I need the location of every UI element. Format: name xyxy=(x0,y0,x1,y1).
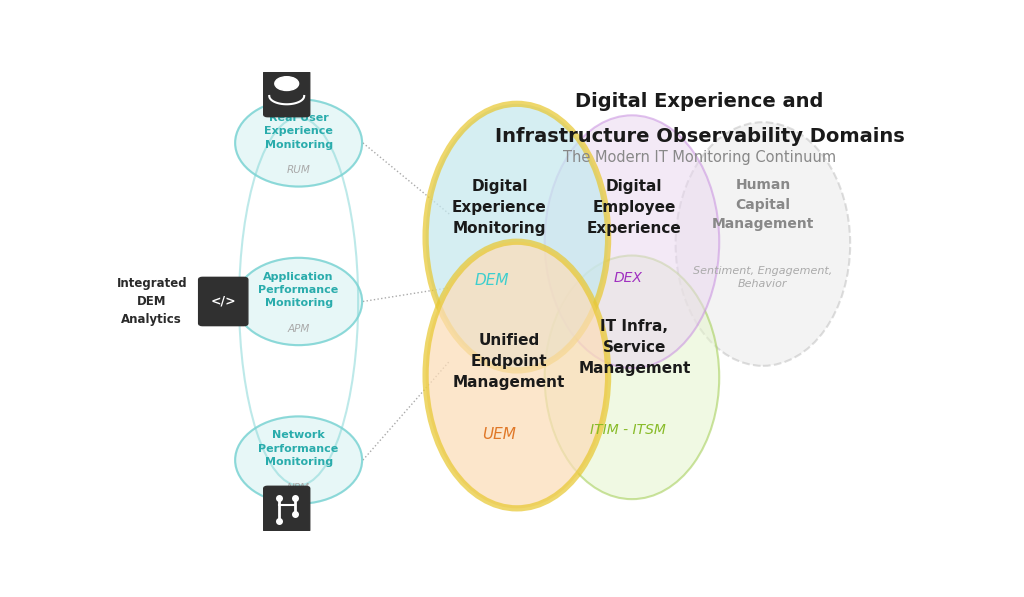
Text: Digital Experience and: Digital Experience and xyxy=(575,93,823,111)
Text: Application
Performance
Monitoring: Application Performance Monitoring xyxy=(258,272,339,308)
FancyBboxPatch shape xyxy=(199,278,248,325)
Ellipse shape xyxy=(426,104,608,370)
Text: DEX: DEX xyxy=(613,270,642,285)
Ellipse shape xyxy=(236,258,362,345)
Text: DEM: DEM xyxy=(474,273,509,288)
FancyBboxPatch shape xyxy=(264,487,309,533)
Text: Digital
Employee
Experience: Digital Employee Experience xyxy=(587,179,682,236)
Circle shape xyxy=(274,76,299,91)
Text: Infrastructure Observability Domains: Infrastructure Observability Domains xyxy=(495,127,904,146)
Text: Integrated
DEM
Analytics: Integrated DEM Analytics xyxy=(117,277,187,326)
Text: </>: </> xyxy=(210,295,237,308)
Text: ITIM - ITSM: ITIM - ITSM xyxy=(590,423,666,437)
Text: Unified
Endpoint
Management: Unified Endpoint Management xyxy=(453,333,565,390)
Text: UEM: UEM xyxy=(482,427,516,442)
Ellipse shape xyxy=(676,122,850,366)
Text: IT Infra,
Service
Management: IT Infra, Service Management xyxy=(579,319,690,376)
Text: RUM: RUM xyxy=(287,165,310,176)
Ellipse shape xyxy=(545,115,719,368)
Text: Human
Capital
Management: Human Capital Management xyxy=(712,179,814,232)
Text: Real User
Experience
Monitoring: Real User Experience Monitoring xyxy=(264,113,333,150)
Ellipse shape xyxy=(426,242,608,509)
FancyBboxPatch shape xyxy=(264,70,309,116)
Text: APM: APM xyxy=(288,324,310,334)
Text: Digital
Experience
Monitoring: Digital Experience Monitoring xyxy=(452,179,547,236)
Ellipse shape xyxy=(545,256,719,499)
Ellipse shape xyxy=(236,417,362,504)
Text: NPM: NPM xyxy=(287,482,310,493)
Text: The Modern IT Monitoring Continuum: The Modern IT Monitoring Continuum xyxy=(563,150,836,165)
Text: Sentiment, Engagement,
Behavior: Sentiment, Engagement, Behavior xyxy=(693,266,833,289)
Text: Network
Performance
Monitoring: Network Performance Monitoring xyxy=(258,430,339,467)
Ellipse shape xyxy=(236,99,362,186)
